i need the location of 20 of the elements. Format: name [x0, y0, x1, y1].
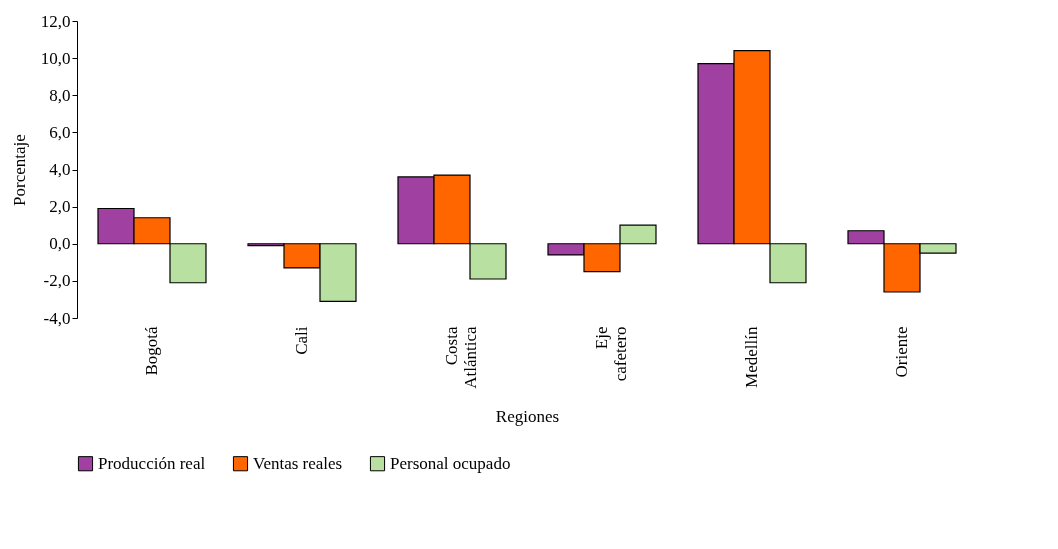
- x-tick-label: Medellín: [742, 326, 761, 388]
- x-tick-label: Eje cafetero: [592, 326, 630, 382]
- y-tick-label: 10,0: [40, 48, 71, 68]
- legend-label: Producción real: [98, 453, 206, 473]
- y-tick-label: -2,0: [43, 271, 71, 291]
- legend-label: Personal ocupado: [390, 453, 511, 473]
- y-tick-label: 4,0: [49, 160, 71, 179]
- y-tick-label: 8,0: [49, 85, 71, 105]
- y-tick-label: -4,0: [43, 308, 71, 328]
- y-tick-label: 12,0: [40, 11, 71, 31]
- y-tick-label: 6,0: [49, 122, 71, 142]
- legend-label: Ventas reales: [253, 453, 343, 473]
- y-tick-label: 2,0: [49, 197, 71, 217]
- x-axis-title: Regiones: [495, 406, 560, 426]
- x-tick-label: Costa Atlántica: [442, 326, 480, 389]
- x-tick-label: Cali: [292, 326, 311, 355]
- y-axis-title: Porcentaje: [9, 134, 29, 206]
- y-tick-label: 0,0: [49, 234, 71, 254]
- x-tick-label: Oriente: [892, 326, 911, 378]
- x-tick-label: Bogotá: [142, 326, 161, 376]
